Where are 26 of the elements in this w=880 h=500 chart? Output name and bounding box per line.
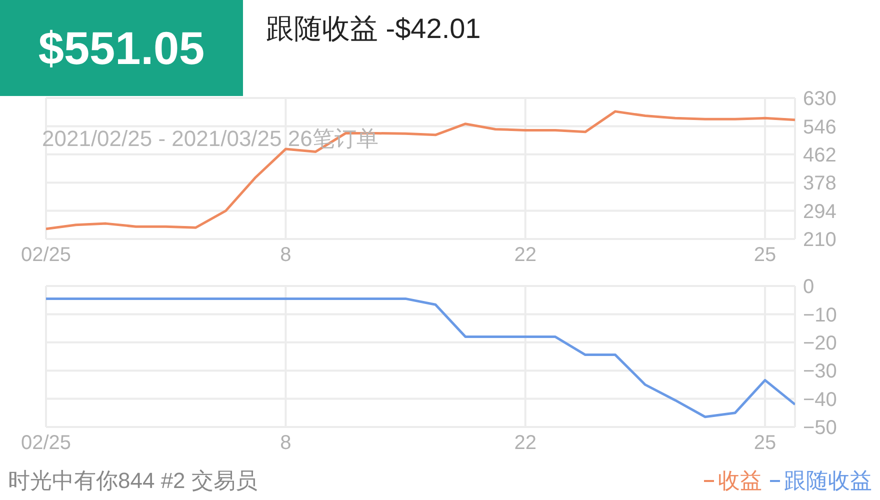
- x-tick-label: 8: [280, 432, 292, 454]
- legend-label: 收益: [718, 467, 762, 495]
- x-tick-label: 22: [514, 432, 536, 454]
- y-tick-label: −30: [803, 360, 837, 383]
- x-tick-label: 22: [514, 244, 536, 266]
- x-tick-label: 25: [754, 432, 776, 454]
- y-tick-label: 210: [803, 229, 836, 252]
- y-tick-label: −10: [803, 304, 837, 326]
- legend-label: 跟随收益: [784, 467, 872, 495]
- x-tick-label: 02/25: [20, 432, 72, 454]
- x-tick-label: 8: [280, 244, 292, 266]
- x-tick-label: 25: [754, 244, 776, 266]
- text: 时光中有你844 #2 交易员: [8, 467, 258, 495]
- line-series: [46, 297, 795, 418]
- y-tick-label: 378: [803, 172, 836, 195]
- y-tick-label: 462: [803, 144, 836, 166]
- x-tick-label: 02/25: [20, 244, 72, 266]
- y-tick-label: −50: [803, 417, 837, 440]
- y-tick-label: 630: [803, 88, 836, 110]
- y-tick-label: 294: [803, 200, 836, 223]
- y-tick-label: 0: [803, 276, 814, 298]
- y-tick-label: 546: [803, 116, 836, 138]
- y-tick-label: −20: [803, 332, 837, 354]
- chart-subtitle: 跟随收益 -$42.01: [266, 12, 481, 46]
- chart-title: $551.05: [0, 0, 243, 96]
- y-tick-label: −40: [803, 388, 837, 411]
